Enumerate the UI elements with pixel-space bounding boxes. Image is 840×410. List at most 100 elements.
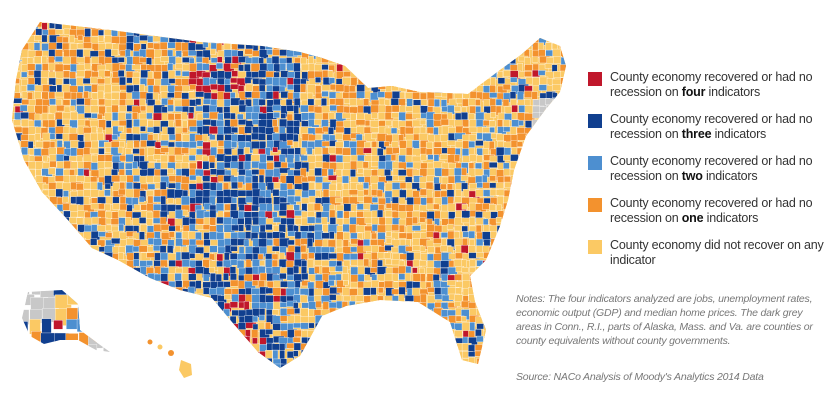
- county: [19, 104, 28, 112]
- county: [560, 267, 566, 274]
- county: [188, 155, 196, 161]
- county: [119, 314, 131, 323]
- county: [237, 364, 248, 368]
- county: [194, 358, 203, 368]
- data-source: Source: NACo Analysis of Moody's Analyti…: [516, 371, 764, 383]
- county: [321, 36, 333, 44]
- county: [574, 36, 583, 46]
- county: [419, 245, 426, 252]
- county: [237, 43, 245, 50]
- county: [139, 373, 146, 384]
- county: [91, 273, 98, 284]
- county: [12, 259, 17, 269]
- county: [12, 190, 16, 202]
- county: [14, 16, 21, 22]
- county: [371, 350, 378, 362]
- county: [209, 162, 215, 169]
- county: [525, 246, 536, 256]
- county: [490, 22, 497, 24]
- county: [222, 182, 230, 191]
- county: [343, 371, 348, 382]
- county: [454, 357, 462, 364]
- county: [369, 42, 380, 48]
- county: [1, 275, 12, 285]
- county: [203, 22, 214, 33]
- county: [42, 105, 49, 114]
- county: [174, 314, 185, 321]
- county: [300, 83, 307, 93]
- county: [567, 148, 575, 157]
- county: [509, 181, 516, 190]
- county: [300, 363, 309, 368]
- county: [160, 224, 170, 231]
- county: [349, 56, 359, 68]
- hawaii: [147, 339, 192, 378]
- county: [49, 141, 56, 149]
- county: [385, 258, 392, 265]
- county: [336, 210, 344, 219]
- county: [335, 42, 345, 52]
- county: [420, 316, 427, 322]
- county: [265, 364, 278, 368]
- county: [336, 27, 343, 34]
- county: [223, 357, 230, 368]
- county: [77, 306, 97, 325]
- county: [12, 22, 13, 26]
- county: [279, 343, 286, 351]
- county: [568, 113, 579, 118]
- county: [461, 267, 469, 273]
- county: [76, 252, 84, 263]
- county: [12, 281, 17, 288]
- county: [441, 91, 448, 98]
- county: [553, 218, 561, 228]
- county: [357, 35, 366, 42]
- county: [337, 372, 342, 381]
- county: [56, 259, 68, 268]
- county: [447, 85, 455, 94]
- county: [202, 29, 213, 39]
- county: [55, 98, 62, 106]
- county: [258, 314, 265, 321]
- county: [308, 322, 315, 329]
- county: [69, 223, 78, 232]
- county: [574, 29, 585, 38]
- county: [328, 49, 336, 57]
- county: [448, 29, 459, 39]
- county: [0, 294, 5, 303]
- county: [62, 372, 71, 383]
- county: [574, 64, 584, 75]
- county: [33, 42, 41, 52]
- county: [35, 267, 43, 277]
- county: [71, 373, 77, 381]
- county: [497, 322, 507, 331]
- county: [461, 41, 468, 54]
- county: [532, 119, 538, 131]
- county: [104, 35, 113, 43]
- county: [84, 63, 91, 70]
- county: [13, 35, 20, 45]
- county: [384, 350, 390, 360]
- county: [160, 372, 166, 382]
- county: [84, 22, 96, 23]
- county: [343, 323, 355, 333]
- county: [596, 64, 600, 69]
- county: [559, 133, 565, 141]
- county: [236, 260, 245, 269]
- county: [34, 232, 43, 241]
- county: [133, 36, 140, 44]
- county: [582, 176, 588, 185]
- county: [77, 259, 88, 265]
- county: [568, 240, 578, 250]
- county: [511, 232, 524, 243]
- county: [574, 84, 582, 91]
- county: [41, 365, 48, 368]
- county: [202, 316, 212, 328]
- county: [581, 240, 587, 246]
- county: [574, 253, 583, 262]
- county: [539, 112, 546, 119]
- county: [140, 364, 147, 368]
- county: [412, 84, 419, 91]
- county: [111, 357, 120, 368]
- county: [468, 126, 478, 133]
- county: [397, 357, 410, 368]
